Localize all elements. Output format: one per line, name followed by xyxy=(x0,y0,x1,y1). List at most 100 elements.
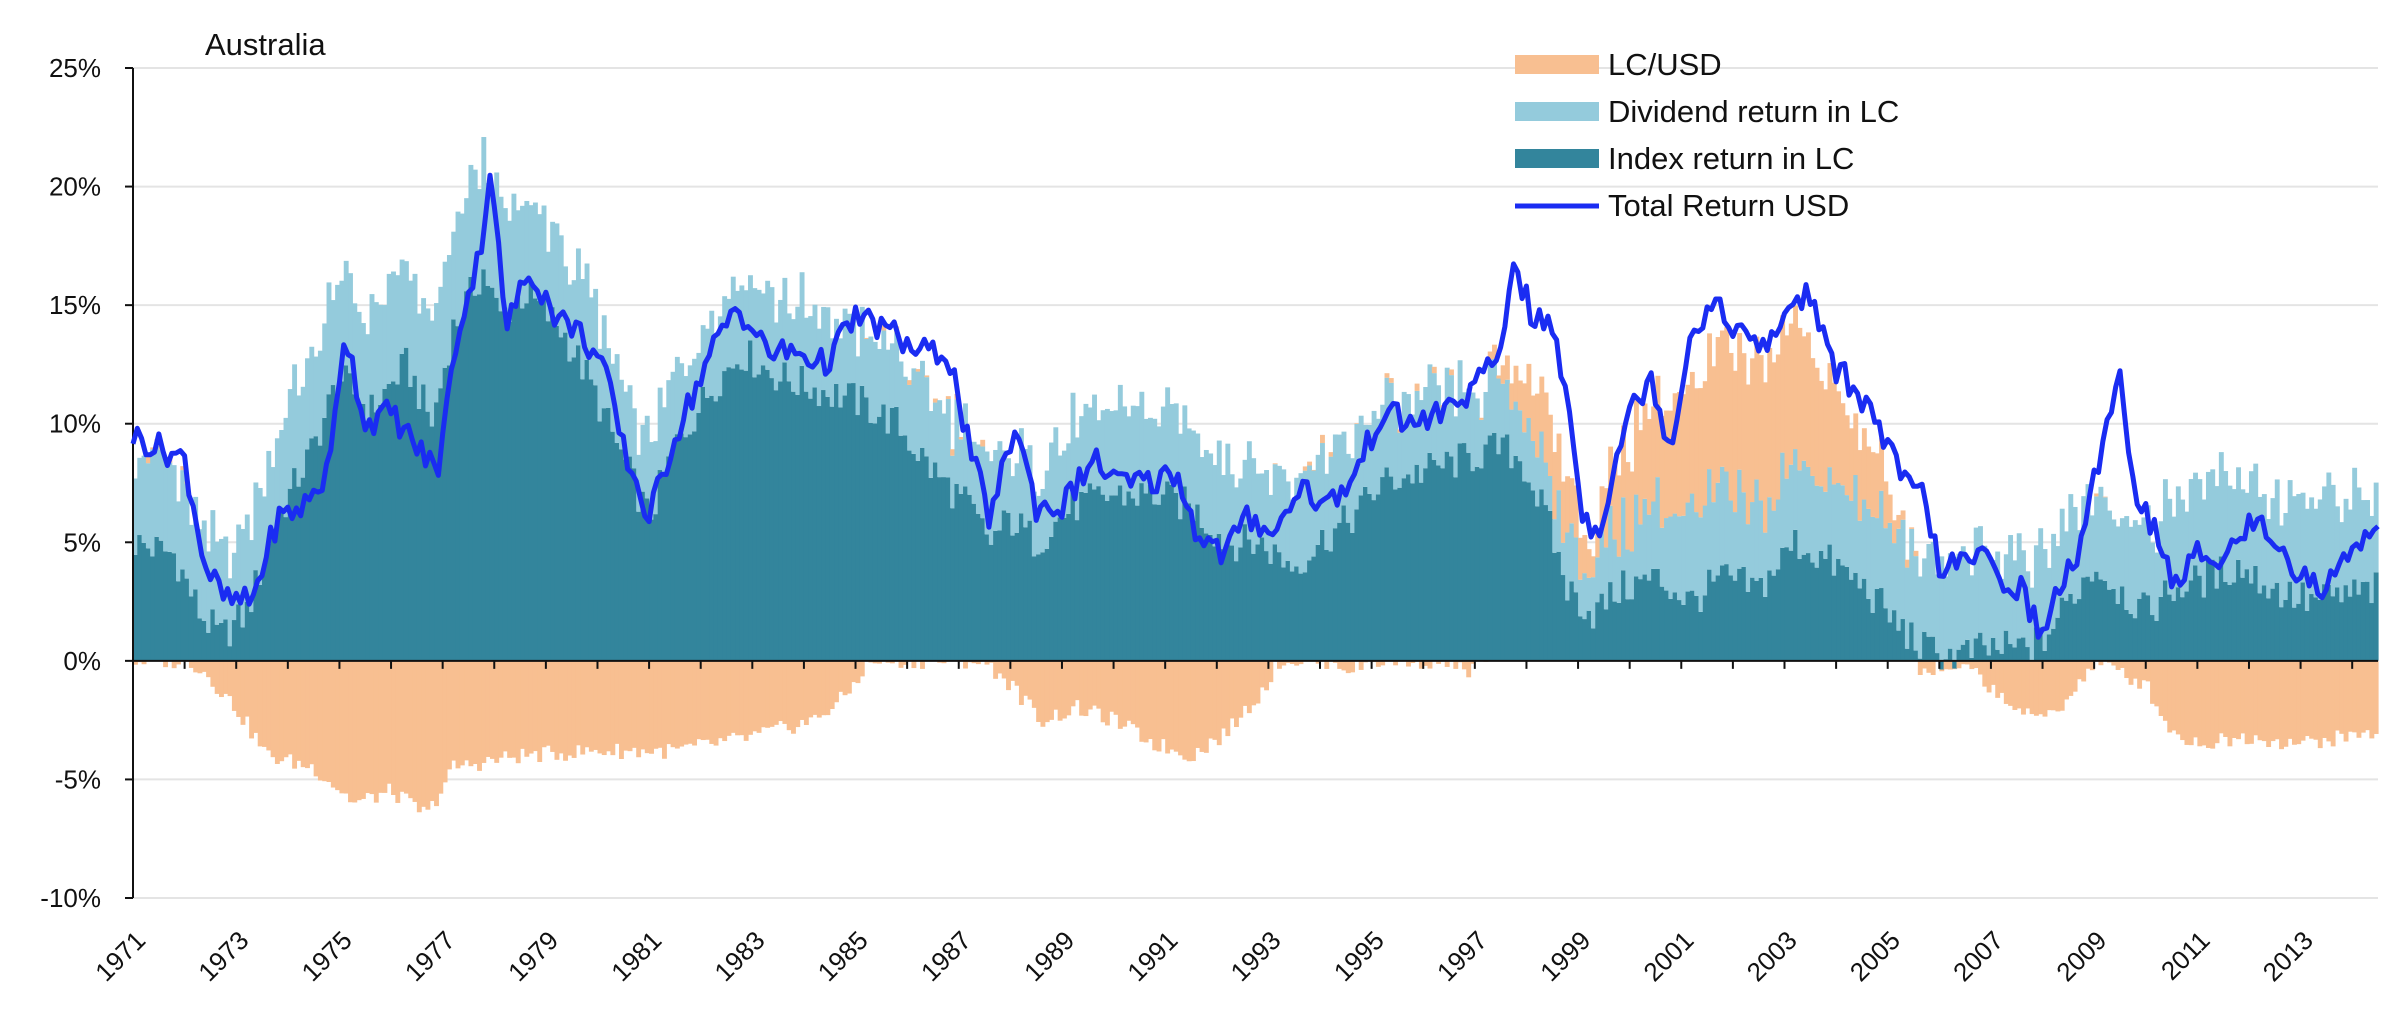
bar-lc-usd xyxy=(821,660,827,716)
bar-dividend-return xyxy=(1616,556,1622,603)
bar-lc-usd xyxy=(481,660,487,763)
bar-index-return xyxy=(588,379,594,661)
bar-lc-usd xyxy=(2244,660,2250,745)
bar-index-return xyxy=(1509,468,1515,661)
bar-index-return xyxy=(2223,581,2229,661)
bar-lc-usd xyxy=(1724,327,1730,472)
bar-index-return xyxy=(705,397,710,661)
bar-index-return xyxy=(1410,483,1416,661)
bar-lc-usd xyxy=(1947,660,1953,670)
bar-lc-usd xyxy=(1978,660,1983,675)
bar-lc-usd xyxy=(1500,365,1506,384)
bar-lc-usd xyxy=(1096,660,1102,709)
bar-dividend-return xyxy=(1208,453,1214,535)
bar-index-return xyxy=(2334,587,2340,661)
bar-dividend-return xyxy=(545,251,551,322)
bar-index-return xyxy=(356,404,362,661)
bar-dividend-return xyxy=(1711,502,1717,582)
bar-dividend-return xyxy=(1603,547,1609,610)
bar-index-return xyxy=(2356,594,2362,661)
bar-dividend-return xyxy=(309,346,315,439)
bar-lc-usd xyxy=(1117,660,1123,729)
bar-index-return xyxy=(597,421,603,661)
bar-lc-usd xyxy=(1728,352,1734,501)
bar-lc-usd xyxy=(1539,376,1545,432)
bar-lc-usd xyxy=(1762,382,1768,533)
bar-index-return xyxy=(1535,506,1540,661)
bar-dividend-return xyxy=(1070,392,1076,490)
bar-index-return xyxy=(335,397,341,661)
bar-index-return xyxy=(240,627,246,661)
bar-lc-usd xyxy=(1664,410,1669,519)
bar-dividend-return xyxy=(1479,419,1485,469)
bar-lc-usd xyxy=(1771,362,1777,511)
y-tick-label: 15% xyxy=(49,290,101,320)
bar-dividend-return xyxy=(1840,485,1846,566)
bar-index-return xyxy=(163,551,169,661)
bar-lc-usd xyxy=(1195,660,1201,748)
bar-dividend-return xyxy=(1668,516,1674,599)
bar-lc-usd xyxy=(1470,660,1476,664)
bar-lc-usd xyxy=(1892,520,1897,544)
bar-lc-usd xyxy=(653,660,659,749)
bar-lc-usd xyxy=(1513,365,1519,402)
bar-index-return xyxy=(532,298,538,661)
bar-index-return xyxy=(988,544,994,661)
bar-index-return xyxy=(391,381,396,661)
bar-dividend-return xyxy=(1302,470,1308,573)
bar-index-return xyxy=(1896,630,1902,661)
bar-dividend-return xyxy=(2180,499,2186,598)
bar-index-return xyxy=(1715,575,1721,661)
bar-lc-usd xyxy=(434,660,439,807)
bar-lc-usd xyxy=(1694,388,1700,513)
bar-index-return xyxy=(838,407,844,661)
bar-dividend-return xyxy=(1255,473,1261,545)
bar-dividend-return xyxy=(1466,388,1472,453)
bar-dividend-return xyxy=(373,302,379,413)
bar-dividend-return xyxy=(1023,448,1029,528)
bar-dividend-return xyxy=(1147,417,1153,485)
bar-index-return xyxy=(1212,546,1218,661)
bar-dividend-return xyxy=(343,260,349,366)
bar-lc-usd xyxy=(679,660,685,747)
bar-dividend-return xyxy=(631,408,637,469)
bar-lc-usd xyxy=(760,660,766,728)
bar-index-return xyxy=(1590,628,1596,661)
bar-lc-usd xyxy=(210,660,216,687)
bar-dividend-return xyxy=(894,332,900,407)
bar-lc-usd xyxy=(829,660,835,709)
bar-lc-usd xyxy=(1517,380,1523,411)
bar-dividend-return xyxy=(1143,418,1149,494)
bar-index-return xyxy=(373,412,379,661)
x-tick-label: 1977 xyxy=(399,925,461,987)
bar-dividend-return xyxy=(403,261,409,348)
bar-lc-usd xyxy=(498,660,504,758)
bar-index-return xyxy=(330,385,336,661)
bar-index-return xyxy=(601,408,607,661)
bar-dividend-return xyxy=(2231,489,2237,583)
bar-dividend-return xyxy=(1388,382,1394,477)
bar-index-return xyxy=(2068,593,2074,661)
bar-lc-usd xyxy=(1805,332,1811,467)
bar-lc-usd xyxy=(1122,660,1128,727)
bar-index-return xyxy=(2094,571,2100,661)
bar-index-return xyxy=(1320,529,1325,661)
bar-index-return xyxy=(1380,477,1386,661)
bar-dividend-return xyxy=(317,350,323,446)
bar-index-return xyxy=(1711,581,1717,661)
bar-dividend-return xyxy=(2317,499,2323,600)
bar-index-return xyxy=(1053,521,1059,661)
bar-dividend-return xyxy=(1259,473,1265,538)
bar-dividend-return xyxy=(1504,379,1510,435)
bar-lc-usd xyxy=(1324,660,1330,669)
bar-index-return xyxy=(1892,610,1897,661)
bar-index-return xyxy=(752,377,758,661)
bar-lc-usd xyxy=(2089,660,2095,671)
bar-lc-usd xyxy=(2317,660,2323,749)
bar-lc-usd xyxy=(1320,434,1325,444)
bar-index-return xyxy=(1831,575,1837,661)
bar-dividend-return xyxy=(2012,560,2018,648)
bar-lc-usd xyxy=(1784,335,1790,479)
bar-dividend-return xyxy=(1384,377,1390,468)
bar-dividend-return xyxy=(274,438,280,524)
